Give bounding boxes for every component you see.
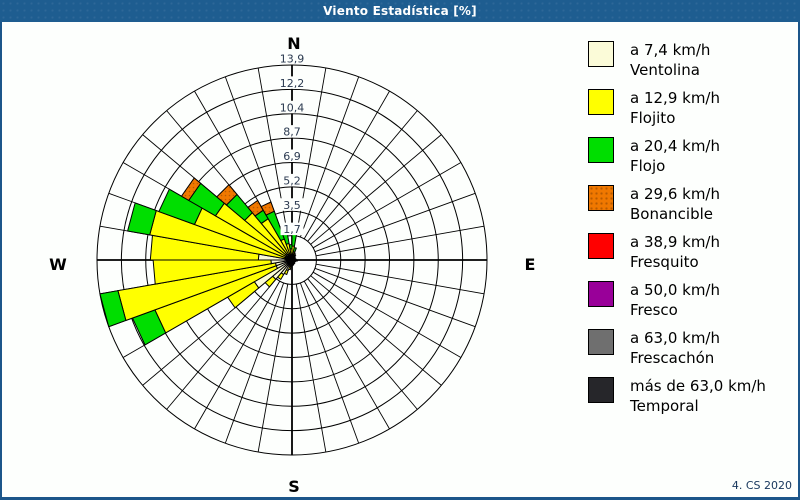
- wind-rose-chart: 1,7 3,5 5,2 6,9 8,7 10,4 12,2 13,9N S W E: [49, 34, 536, 496]
- legend-category-name: Ventolina: [630, 60, 700, 79]
- legend-category-name: Flojo: [630, 156, 666, 175]
- legend-category-name: Fresco: [630, 300, 678, 319]
- legend-speed-label: a 20,4 km/h: [630, 137, 720, 155]
- rose-bar-segment: [126, 202, 157, 236]
- compass-label-e: E: [525, 255, 536, 274]
- rose-bar-segment: [158, 188, 203, 226]
- legend-category-name: Bonancible: [630, 204, 714, 223]
- legend-item-fresquito: a 38,9 km/h Fresquito: [588, 233, 788, 272]
- rose-bar-segment: [292, 246, 297, 253]
- legend-speed-label: a 63,0 km/h: [630, 329, 720, 347]
- legend-category-name: Flojito: [630, 108, 676, 127]
- legend-speed-label: más de 63,0 km/h: [630, 377, 766, 395]
- legend-speed-label: a 38,9 km/h: [630, 233, 720, 251]
- legend-swatch-temporal: [588, 377, 614, 403]
- legend-swatch-bonancible: [588, 185, 614, 211]
- legend-item-frescachon: a 63,0 km/h Frescachón: [588, 329, 788, 368]
- rose-bar-segment: [260, 201, 275, 216]
- rose-bar-segment: [247, 199, 264, 217]
- compass-label-n: N: [287, 34, 300, 53]
- radial-axis-label: 6,9: [283, 150, 301, 163]
- compass-label-w: W: [49, 255, 67, 274]
- legend-item-ventolina: a 7,4 km/h Ventolina: [588, 41, 788, 80]
- rose-bar-segment: [180, 177, 202, 202]
- radial-axis-label: 10,4: [280, 101, 305, 114]
- legend-item-flojo: a 20,4 km/h Flojo: [588, 137, 788, 176]
- legend-speed-label: a 7,4 km/h: [630, 41, 711, 59]
- legend-item-bonancible: a 29,6 km/h Bonancible: [588, 185, 788, 224]
- rose-bar-segment: [216, 184, 238, 206]
- legend-swatch-fresquito: [588, 233, 614, 259]
- radial-axis-label: 8,7: [283, 126, 301, 139]
- legend-swatch-flojo: [588, 137, 614, 163]
- legend-speed-label: a 50,0 km/h: [630, 281, 720, 299]
- radial-axis-label: 13,9: [280, 53, 305, 66]
- rose-bar-segment: [288, 244, 293, 250]
- legend-item-temporal: más de 63,0 km/h Temporal: [588, 377, 788, 416]
- legend-speed-label: a 29,6 km/h: [630, 185, 720, 203]
- radial-axis-label: 12,2: [280, 77, 305, 90]
- window-title-bar: Viento Estadística [%]: [0, 0, 800, 22]
- legend-speed-label: a 12,9 km/h: [630, 89, 720, 107]
- legend-swatch-ventolina: [588, 41, 614, 67]
- legend-item-fresco: a 50,0 km/h Fresco: [588, 281, 788, 320]
- legend-item-flojito: a 12,9 km/h Flojito: [588, 89, 788, 128]
- window-title: Viento Estadística [%]: [323, 4, 477, 18]
- legend-category-name: Fresquito: [630, 252, 699, 271]
- compass-label-s: S: [288, 477, 300, 496]
- legend-swatch-fresco: [588, 281, 614, 307]
- legend-category-name: Temporal: [630, 396, 699, 415]
- rose-bar-segment: [99, 290, 127, 328]
- legend: a 7,4 km/h Ventolina a 12,9 km/h Flojito…: [588, 41, 788, 425]
- legend-category-name: Frescachón: [630, 348, 715, 367]
- legend-swatch-frescachon: [588, 329, 614, 355]
- legend-swatch-flojito: [588, 89, 614, 115]
- radial-axis-label: 3,5: [283, 199, 301, 212]
- radial-axis-label: 1,7: [283, 223, 301, 236]
- radial-axis-label: 5,2: [283, 174, 301, 187]
- footer-credit: 4. CS 2020: [731, 479, 792, 492]
